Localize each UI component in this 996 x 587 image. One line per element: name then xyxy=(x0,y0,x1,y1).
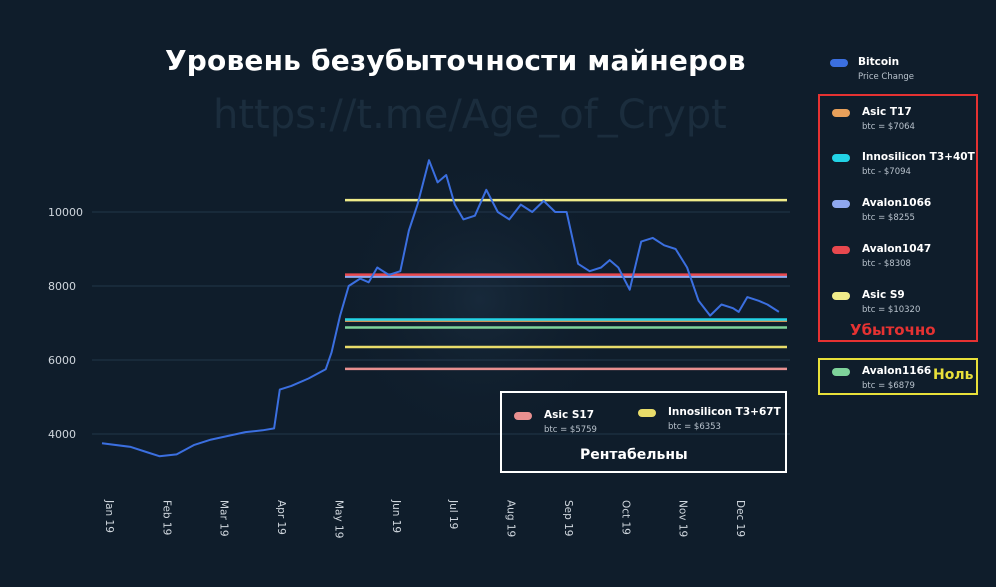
legend-swatch xyxy=(514,412,532,420)
x-tick-label: Dec 19 xyxy=(734,500,746,537)
x-tick-label: Jul 19 xyxy=(447,499,459,529)
x-tick-label: Mar 19 xyxy=(218,500,230,537)
watermark: https://t.me/Age_of_Crypt xyxy=(213,92,727,138)
legend-sub: btc = $10320 xyxy=(862,305,921,315)
y-tick-label: 4000 xyxy=(48,428,76,441)
x-tick-label: Jun 19 xyxy=(390,499,402,533)
profit-group-label: Рентабельны xyxy=(580,447,688,463)
grid xyxy=(92,211,790,435)
legend-swatch xyxy=(832,200,850,208)
legend-sub: btc = $6353 xyxy=(668,422,721,432)
y-tick-label: 8000 xyxy=(48,280,76,293)
breakeven-lines xyxy=(345,198,787,371)
y-axis-ticks: 4000 6000 8000 10000 xyxy=(48,206,83,441)
zero-group-box xyxy=(818,358,978,395)
legend-name: Innosilicon T3+40T xyxy=(862,151,975,163)
legend-name: Bitcoin xyxy=(858,56,900,68)
legend-name: Asic T17 xyxy=(862,106,912,118)
loss-group-label: Убыточно xyxy=(850,321,936,339)
y-tick-label: 6000 xyxy=(48,354,76,367)
x-tick-label: Feb 19 xyxy=(160,500,172,535)
legend-name: Avalon1047 xyxy=(862,243,932,255)
x-tick-label: May 19 xyxy=(332,500,344,538)
legend-sub: btc - $7094 xyxy=(862,167,911,177)
x-tick-label: Oct 19 xyxy=(619,500,631,535)
legend-name: Avalon1066 xyxy=(862,197,932,209)
x-tick-label: Nov 19 xyxy=(677,500,689,537)
legend-name: Asic S9 xyxy=(862,289,905,301)
legend-swatch xyxy=(832,109,850,117)
background-logo-glow xyxy=(330,150,630,450)
legend-swatch xyxy=(832,368,850,376)
legend-swatch xyxy=(832,154,850,162)
legend-sub: btc - $8308 xyxy=(862,259,911,269)
legend-swatch xyxy=(832,246,850,254)
legend-sub: btc = $8255 xyxy=(862,213,915,223)
legend-sub: btc = $6879 xyxy=(862,381,915,391)
legend-swatch xyxy=(832,292,850,300)
legend-sub: btc = $7064 xyxy=(862,122,915,132)
x-tick-label: Aug 19 xyxy=(505,500,517,537)
page-title: Уровень безубыточности майнеров xyxy=(165,44,746,77)
x-axis-ticks: Jan 19 Feb 19 Mar 19 Apr 19 May 19 Jun 19 Jul … xyxy=(103,499,746,538)
x-tick-label: Sep 19 xyxy=(562,500,574,537)
legend-name: Innosilicon T3+67T xyxy=(668,406,781,418)
x-tick-label: Apr 19 xyxy=(275,500,287,535)
legend-swatch xyxy=(830,59,848,67)
loss-group-box xyxy=(818,94,978,342)
legend-sub: Price Change xyxy=(858,72,914,82)
x-tick-label: Jan 19 xyxy=(103,499,115,533)
zero-group-label: Ноль xyxy=(933,367,974,383)
legend-swatch xyxy=(638,409,656,417)
bitcoin-price-line xyxy=(101,159,780,458)
profit-group-box xyxy=(500,391,787,473)
legend-sub: btc = $5759 xyxy=(544,425,597,435)
legend-name: Asic S17 xyxy=(544,409,595,421)
y-tick-label: 10000 xyxy=(48,206,83,219)
legend-name: Avalon1166 xyxy=(862,365,932,377)
